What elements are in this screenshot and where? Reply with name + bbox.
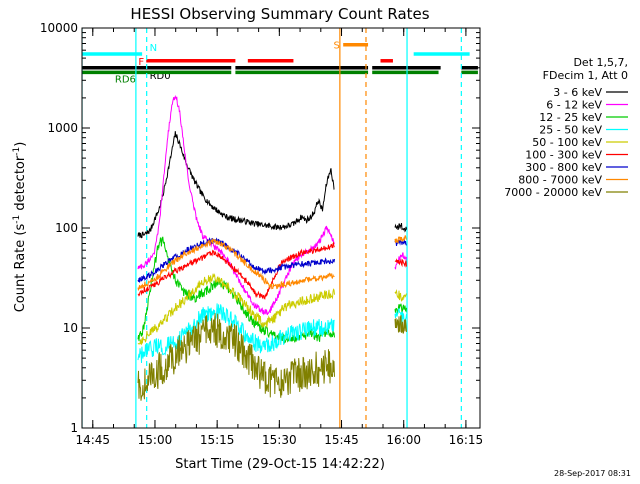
series-segment-800-7000-kev (394, 235, 407, 244)
series-line-800-7000-kev (137, 237, 335, 291)
series-line-300-800-kev (137, 237, 335, 283)
series-segment-12-25-kev (394, 303, 407, 315)
y-tick-label: 10 (63, 321, 78, 335)
legend-label-50-100-kev: 50 - 100 keV (532, 136, 602, 149)
flag-label-rd6: RD6 (115, 74, 136, 85)
y-axis-label-sup2: -1 (12, 147, 22, 156)
flag-bars-layer: N S F RD0 RD6 (82, 41, 478, 85)
y-axis-label-mid: detector (13, 155, 28, 215)
series-segment-7000-20000-kev (394, 315, 407, 334)
y-axis-label: Count Rate (s-1 detector-1) (12, 142, 28, 313)
y-tick-label: 10000 (40, 21, 78, 35)
x-tick-label: 14:45 (75, 433, 110, 447)
legend-label-25-50-kev: 25 - 50 keV (539, 124, 602, 137)
x-tick-label: 15:00 (138, 433, 173, 447)
vertical-markers-layer (82, 28, 462, 428)
y-axis-label-end: ) (13, 142, 28, 147)
footer-timestamp: 28-Sep-2017 08:31 (554, 469, 631, 478)
legend-label-300-800-kev: 300 - 800 keV (525, 161, 602, 174)
y-axis-label-sup1: -1 (12, 215, 22, 224)
series-segment-50-100-kev (394, 289, 407, 302)
x-tick-label: 16:15 (449, 433, 484, 447)
series-line-7000-20000-kev (137, 313, 335, 401)
legend-header-line: FDecim 1, Att 0 (543, 69, 628, 82)
series-segment-6-12-kev (394, 252, 407, 270)
axes-layer: 1 10 100 1000 10000 14:45 15:00 15:15 15:30 15:45… (40, 21, 483, 447)
series-line-100-300-kev (137, 241, 335, 300)
series-line-3-6-kev (137, 131, 335, 239)
x-tick-label: 15:45 (324, 433, 359, 447)
legend-label-3-6-kev: 3 - 6 keV (553, 86, 602, 99)
y-tick-label: 1000 (47, 121, 78, 135)
legend-header-line: Det 1,5,7, (573, 56, 628, 69)
flag-label-rd0: RD0 (150, 71, 171, 82)
series-line-6-12-kev (137, 94, 335, 316)
y-axis-label-main: Count Rate (s (13, 224, 28, 313)
series-line-25-50-kev (137, 303, 335, 364)
legend-label-7000-20000-kev: 7000 - 20000 keV (504, 186, 602, 199)
series-segment-300-800-kev (394, 239, 407, 246)
flag-label-f: F (138, 57, 144, 68)
legend-label-6-12-kev: 6 - 12 keV (546, 99, 602, 112)
y-tick-label: 100 (55, 221, 78, 235)
legend-label-800-7000-kev: 800 - 7000 keV (518, 174, 602, 187)
series-segment-100-300-kev (394, 258, 407, 268)
series-layer (137, 94, 407, 401)
x-tick-label: 15:15 (200, 433, 235, 447)
series-segment-3-6-kev (394, 223, 407, 233)
legend-label-12-25-kev: 12 - 25 keV (539, 111, 602, 124)
x-tick-label: 15:30 (262, 433, 297, 447)
legend-label-100-300-kev: 100 - 300 keV (525, 149, 602, 162)
chart-title: HESSI Observing Summary Count Rates (130, 5, 429, 23)
series-line-50-100-kev (137, 273, 335, 346)
x-axis-label: Start Time (29-Oct-15 14:42:22) (175, 457, 385, 472)
x-tick-label: 16:00 (386, 433, 421, 447)
flag-label-s: S (334, 41, 340, 52)
y-tick-label: 1 (70, 421, 78, 435)
flag-label-n: N (150, 43, 157, 54)
